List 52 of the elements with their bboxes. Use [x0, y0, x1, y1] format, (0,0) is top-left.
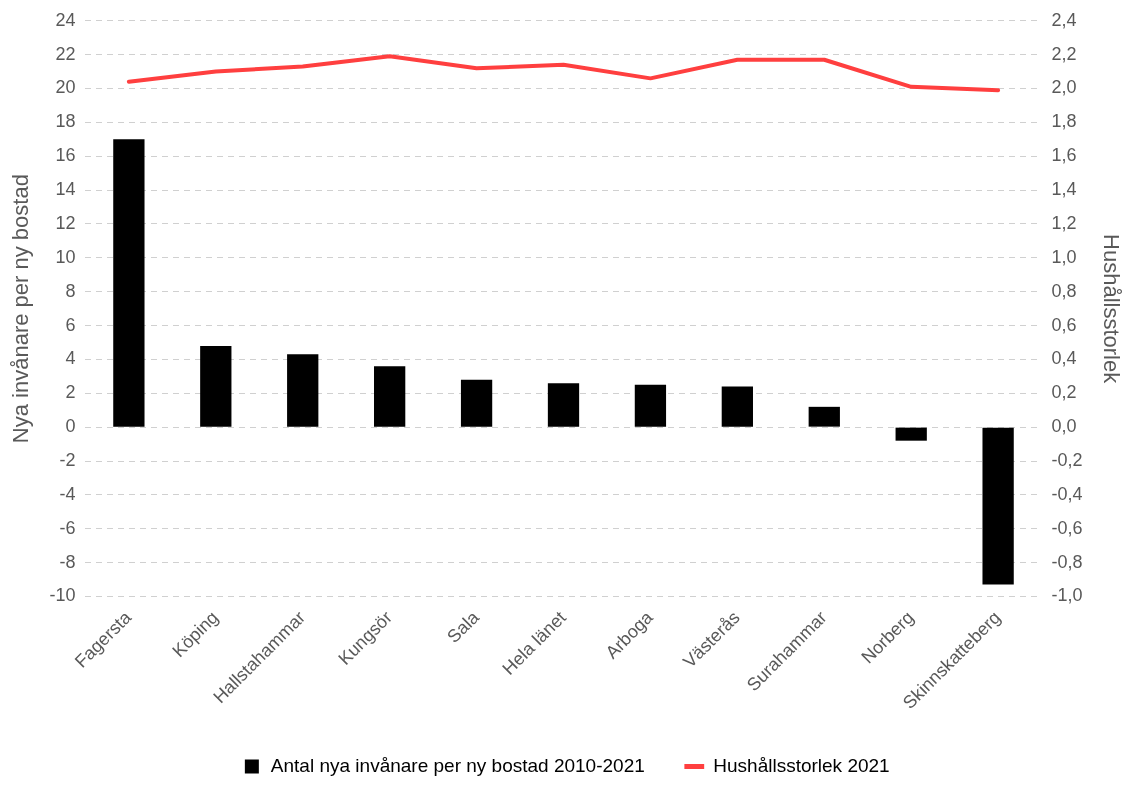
bar: [200, 345, 232, 427]
y2-tick-label: -0,4: [1051, 483, 1083, 504]
y-tick-label: 2: [65, 382, 76, 403]
bar: [895, 427, 927, 441]
y2-tick-label: 0,0: [1051, 416, 1077, 437]
y2-tick-label: -0,6: [1051, 517, 1083, 538]
bar: [460, 379, 493, 427]
bar: [374, 366, 406, 427]
y2-tick-label: -1,0: [1051, 585, 1083, 606]
y-tick-label: 10: [55, 246, 76, 267]
y-tick-label: -10: [49, 585, 76, 606]
y2-axis-title: Hushållsstorlek: [1098, 234, 1124, 385]
y-tick-label: 8: [65, 280, 76, 301]
y-tick-label: -8: [59, 551, 76, 572]
y-tick-label: 18: [55, 111, 76, 132]
y-tick-label: 16: [55, 145, 76, 166]
bar: [808, 406, 840, 427]
y-tick-label: 12: [55, 212, 76, 233]
y-tick-label: -2: [59, 449, 76, 470]
y-tick-label: 0: [65, 416, 76, 437]
y-tick-label: 22: [55, 43, 76, 64]
bar: [113, 139, 145, 427]
y-tick-label: -6: [59, 517, 76, 538]
y2-tick-label: 1,4: [1051, 179, 1077, 200]
bar: [547, 383, 580, 427]
bar: [721, 386, 753, 427]
legend-label: Antal nya invånare per ny bostad 2010-2021: [270, 754, 645, 776]
y-tick-label: 4: [65, 348, 76, 369]
y2-tick-label: 2,4: [1051, 9, 1077, 30]
y-tick-label: 6: [65, 314, 76, 335]
bar: [634, 384, 667, 427]
y-axis-title: Nya invånare per ny bostad: [8, 174, 34, 444]
y-tick-label: -4: [59, 483, 76, 504]
bar: [287, 354, 319, 427]
y2-tick-label: 1,8: [1051, 111, 1077, 132]
y2-tick-label: 1,2: [1051, 212, 1077, 233]
y2-tick-label: 1,0: [1051, 246, 1077, 267]
y2-tick-label: 0,6: [1051, 314, 1077, 335]
y2-tick-label: 0,8: [1051, 280, 1077, 301]
y2-tick-label: -0,2: [1051, 449, 1083, 470]
y-tick-label: 20: [55, 77, 76, 98]
x-tick-label: Sala: [443, 606, 484, 647]
y2-tick-label: 2,0: [1051, 77, 1077, 98]
y-tick-label: 14: [55, 179, 76, 200]
y2-tick-label: 0,2: [1051, 382, 1077, 403]
legend-label: Hushållsstorlek 2021: [713, 754, 890, 776]
y2-tick-label: 2,2: [1051, 43, 1077, 64]
bar: [982, 427, 1014, 585]
y2-tick-label: -0,8: [1051, 551, 1083, 572]
y2-tick-label: 0,4: [1051, 348, 1077, 369]
y2-tick-label: 1,6: [1051, 145, 1077, 166]
y-tick-label: 24: [55, 9, 76, 30]
